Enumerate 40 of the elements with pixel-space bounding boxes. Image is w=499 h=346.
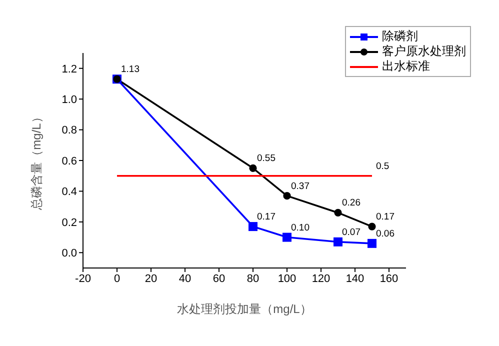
x-tick-label: 120 (312, 272, 330, 285)
x-tick-label: 0 (114, 272, 120, 285)
y-tick-label: 0.6 (62, 155, 77, 168)
point (283, 192, 291, 200)
x-tick-label: 20 (144, 272, 158, 285)
legend-label: 客户原水处理剂 (382, 44, 466, 59)
y-tick-label: 0.4 (62, 186, 77, 198)
x-tick-label: 60 (212, 272, 226, 285)
x-tick-label: 160 (380, 272, 398, 285)
y-tick-label: 0.2 (62, 216, 77, 229)
x-tick-label: 140 (346, 272, 364, 285)
y-tick-label: 0.0 (62, 248, 77, 260)
y-tick-label: 0.8 (62, 124, 77, 137)
legend-label: 出水标准 (382, 59, 430, 74)
data-label: 0.5 (376, 160, 390, 172)
data-label: 0.37 (291, 180, 310, 192)
data-label: 0.55 (257, 153, 276, 164)
y-tick-label: 1.0 (62, 94, 77, 106)
point (282, 232, 292, 242)
x-tick-label: 80 (246, 272, 260, 285)
x-tick-label: 40 (178, 272, 192, 285)
data-label: 0.17 (376, 212, 394, 223)
data-label: 0.10 (291, 222, 310, 234)
point (368, 238, 376, 248)
data-label: 0.06 (376, 228, 394, 240)
legend-label: 除磷剂 (382, 29, 418, 44)
data-label: 0.17 (257, 212, 276, 223)
data-label: 1.13 (121, 64, 140, 76)
data-label: 0.07 (342, 226, 360, 238)
y-axis-title: 总磷含量（mg/L） (29, 111, 44, 211)
x-tick-label: 100 (278, 272, 296, 285)
point (368, 222, 376, 230)
x-axis-title: 水处理剂投加量（mg/L） (177, 302, 312, 316)
point (334, 237, 342, 246)
x-tick-label: -20 (75, 272, 91, 285)
point (249, 164, 257, 172)
y-tick-label: 1.2 (62, 63, 77, 76)
data-label: 0.26 (342, 198, 360, 209)
point (248, 222, 258, 232)
point (334, 208, 342, 217)
